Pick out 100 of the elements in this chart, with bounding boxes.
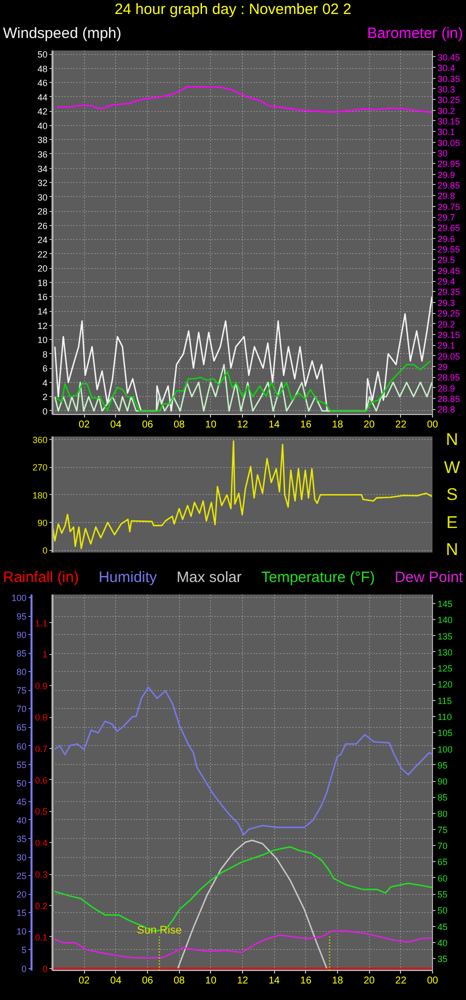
- y-tick-label: 0: [21, 964, 27, 974]
- y3-tick-label: 0.2: [34, 900, 48, 911]
- x-tick-label: 00: [426, 420, 438, 430]
- y-tick-label: 15: [16, 908, 27, 918]
- y2-tick-label: 29.85: [438, 180, 460, 190]
- y-tick-label: 45: [16, 796, 27, 807]
- y3-tick-label: 1.1: [34, 618, 48, 628]
- y-tick-label: 25: [16, 871, 27, 882]
- y-tick-label: 30: [16, 852, 27, 863]
- y-tick-label: 32: [37, 178, 48, 188]
- y2-tick-label: 29.1: [438, 340, 456, 351]
- x-tick-label: 12: [236, 420, 248, 430]
- y-tick-label: 60: [16, 741, 27, 752]
- x-tick-label: 02: [78, 976, 90, 986]
- y2-tick-label: 135: [438, 631, 453, 642]
- y2-tick-label: 28.85: [438, 394, 460, 404]
- x-tick-label: 16: [300, 976, 312, 986]
- y2-tick-label: 40: [438, 938, 448, 948]
- y2-tick-label: 95: [438, 760, 448, 770]
- y-tick-label: 12: [37, 320, 48, 331]
- y2-tick-label: 130: [438, 647, 453, 658]
- y2-tick-label: 29.55: [438, 244, 460, 255]
- y2-tick-label: 55: [438, 890, 448, 900]
- y2-tick-label: 28.9: [438, 383, 456, 394]
- chart-title: 24 hour graph day : November 02 2: [114, 0, 352, 19]
- text: Barometer (in): [367, 24, 463, 43]
- y2-tick-label: 30.05: [438, 138, 460, 148]
- y3-tick-label: 0.9: [34, 681, 48, 692]
- y-tick-label: 46: [37, 78, 48, 88]
- y-tick-label: 2: [42, 392, 48, 402]
- x-tick-label: 22: [395, 420, 407, 430]
- y2-tick-label: 29.75: [438, 202, 460, 212]
- y2-tick-label: 30.2: [438, 106, 456, 116]
- y-tick-label: 48: [37, 64, 48, 74]
- y2-tick-label: 29.9: [438, 170, 456, 180]
- x-tick-label: 04: [110, 420, 122, 430]
- text: Rainfall (in): [3, 568, 79, 587]
- y-tick-label: 55: [16, 760, 27, 770]
- x-tick-label: 18: [332, 976, 344, 986]
- y2-tick-label: 29.05: [438, 351, 460, 362]
- y2-tick-label: 110: [438, 712, 452, 722]
- text: N: [446, 540, 458, 560]
- x-tick-label: 08: [174, 420, 186, 430]
- y-tick-label: 95: [16, 612, 27, 622]
- y2-tick-label: 30.25: [438, 95, 460, 106]
- y2-tick-label: 85: [438, 792, 448, 803]
- y2-tick-label: 30.1: [438, 127, 456, 138]
- y2-tick-label: 29.6: [438, 234, 456, 244]
- y2-tick-label: 35: [438, 954, 448, 964]
- y-tick-label: 10: [37, 335, 48, 346]
- y-tick-label: 14: [37, 306, 48, 317]
- y-tick-label: 85: [16, 648, 27, 659]
- text: Temperature (°F): [261, 568, 375, 587]
- y2-tick-label: 29.25: [438, 308, 460, 319]
- ref-line-label: Sun Rise: [137, 924, 182, 937]
- y3-tick-label: 0.6: [34, 775, 48, 786]
- text: Max solar: [176, 568, 242, 587]
- y2-tick-label: 125: [438, 664, 453, 674]
- y-tick-label: 20: [16, 890, 27, 900]
- y-tick-label: 50: [16, 778, 27, 788]
- y-tick-label: 0: [42, 546, 48, 556]
- y2-tick-label: 45: [438, 922, 448, 932]
- y-tick-label: 40: [37, 120, 48, 131]
- y2-tick-label: 75: [438, 824, 448, 835]
- y-tick-label: 90: [16, 630, 27, 640]
- y-tick-label: 5: [21, 945, 27, 956]
- text: E: [446, 512, 458, 532]
- y2-tick-label: 28.8: [438, 404, 456, 415]
- y2-tick-label: 30.15: [438, 116, 460, 126]
- y3-tick-label: 0.3: [34, 870, 48, 880]
- x-tick-label: 02: [78, 420, 90, 430]
- y-tick-label: 270: [32, 462, 48, 473]
- x-tick-label: 14: [268, 420, 280, 430]
- y2-tick-label: 140: [438, 615, 453, 626]
- y2-tick-label: 120: [438, 680, 453, 690]
- y2-tick-label: 65: [438, 857, 448, 868]
- y2-tick-label: 29.45: [438, 266, 460, 276]
- text: Windspeed (mph): [3, 24, 122, 43]
- y3-tick-label: 0.7: [34, 744, 48, 754]
- y2-tick-label: 29.7: [438, 212, 456, 223]
- y2-tick-label: 29.4: [438, 276, 456, 287]
- y2-tick-label: 50: [438, 906, 448, 916]
- y2-tick-label: 29.15: [438, 330, 460, 340]
- y2-tick-label: 30.35: [438, 74, 460, 84]
- y-tick-label: 22: [37, 249, 48, 260]
- y3-tick-label: 1: [42, 650, 48, 660]
- y-tick-label: 65: [16, 722, 27, 733]
- y-tick-label: 8: [42, 349, 48, 360]
- y-tick-label: 30: [37, 192, 48, 202]
- y-tick-label: 24: [37, 235, 48, 246]
- x-tick-label: 06: [142, 976, 154, 986]
- y2-tick-label: 29: [438, 362, 448, 372]
- y2-tick-label: 29.95: [438, 159, 460, 170]
- text: N: [446, 430, 458, 450]
- y-tick-label: 40: [16, 815, 27, 826]
- x-tick-label: 12: [236, 976, 248, 986]
- x-tick-label: 20: [364, 976, 376, 986]
- y-tick-label: 38: [37, 135, 48, 146]
- y2-tick-label: 29.3: [438, 298, 456, 308]
- y2-tick-label: 29.35: [438, 287, 460, 298]
